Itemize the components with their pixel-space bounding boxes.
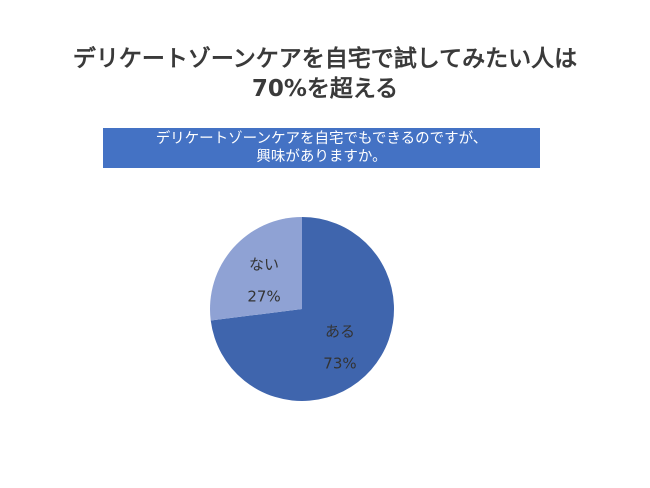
pie-value-label: 27% [247, 288, 280, 306]
question-line2: 興味がありますか。 [256, 149, 387, 165]
pie-category-label: ある [325, 322, 355, 340]
pie-slice-no [210, 217, 302, 321]
pie-slices [210, 217, 394, 401]
pie-value-label: 73% [323, 354, 356, 372]
pie-category-label: ない [249, 256, 279, 274]
question-box: デリケートゾーンケアを自宅でもできるのですが、 興味がありますか。 [103, 128, 540, 168]
pie-labels: ある 73% ない 27% [247, 256, 356, 373]
pie-slice-yes [210, 217, 394, 401]
chart-title-line2: 70%を超える [251, 76, 399, 102]
question-line1: デリケートゾーンケアを自宅でもできるのですが、 [155, 131, 488, 147]
chart-title: デリケートゾーンケアを自宅で試してみたい人は 70%を超える [0, 44, 650, 104]
chart-title-line1: デリケートゾーンケアを自宅で試してみたい人は [72, 46, 578, 72]
